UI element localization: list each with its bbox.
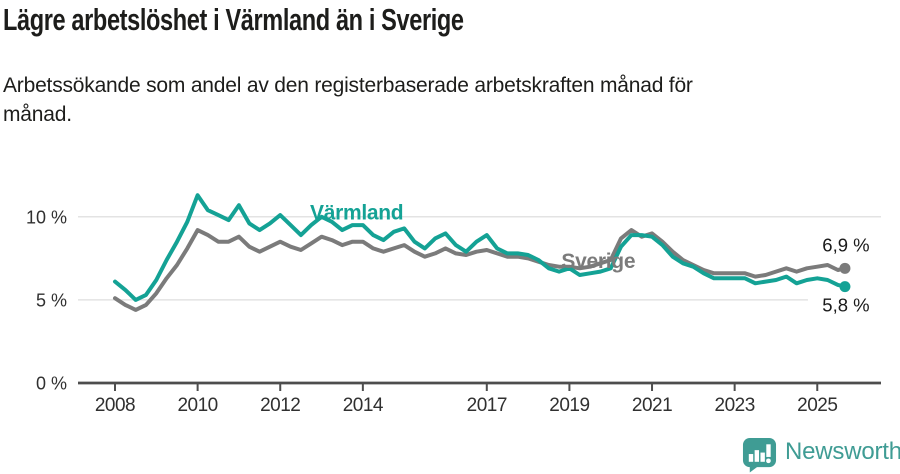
y-tick-label: 10 % — [26, 207, 67, 227]
end-label-backdrop — [807, 296, 882, 316]
end-label-backdrop — [807, 236, 882, 256]
x-tick-label: 2025 — [797, 395, 837, 416]
series-label-värmland: Värmland — [310, 202, 403, 225]
x-tick-label: 2010 — [177, 395, 217, 416]
x-tick-label: 2014 — [343, 395, 384, 416]
end-value-label-sverige: 6,9 % — [822, 234, 869, 255]
x-tick-label: 2012 — [260, 395, 300, 416]
x-tick-label: 2021 — [632, 395, 672, 416]
x-tick-label: 2019 — [549, 395, 589, 416]
series-end-dot-sverige — [839, 262, 851, 274]
x-tick-label: 2023 — [715, 395, 755, 416]
series-line-värmland — [113, 193, 847, 302]
newsworthy-logo: Newsworthy — [742, 437, 900, 473]
newsworthy-brand-name: Newsworthy — [785, 438, 900, 465]
x-tick-label: 2008 — [95, 395, 135, 416]
newsworthy-logo-icon — [742, 437, 777, 473]
series-line-sverige — [113, 228, 847, 312]
chart-subtitle-line-2: månad. — [3, 103, 72, 126]
chart-subtitle: Arbetssökande som andel av den registerb… — [3, 71, 693, 129]
y-tick-label: 0 % — [36, 374, 67, 394]
chart-title: Lägre arbetslöshet i Värmland än i Sveri… — [3, 2, 464, 37]
y-tick-label: 5 % — [36, 290, 67, 310]
x-tick-label: 2017 — [467, 395, 507, 416]
series-end-dot-värmland — [839, 281, 851, 293]
chart-subtitle-line-1: Arbetssökande som andel av den registerb… — [3, 74, 693, 97]
end-value-label-värmland: 5,8 % — [822, 295, 869, 316]
series-label-sverige: Sverige — [561, 250, 635, 273]
